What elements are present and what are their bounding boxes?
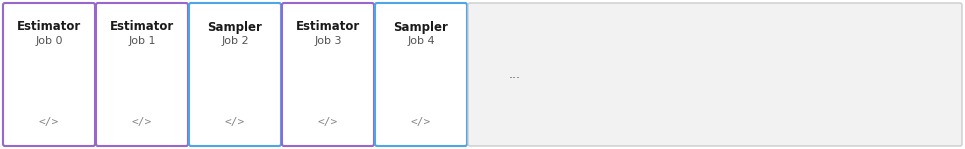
FancyBboxPatch shape bbox=[189, 3, 281, 146]
Text: ...: ... bbox=[509, 68, 521, 81]
Text: </>: </> bbox=[225, 117, 245, 127]
Text: Estimator: Estimator bbox=[296, 21, 360, 34]
Text: </>: </> bbox=[39, 117, 59, 127]
FancyBboxPatch shape bbox=[282, 3, 374, 146]
Text: Job 4: Job 4 bbox=[407, 36, 435, 46]
Text: </>: </> bbox=[132, 117, 152, 127]
Text: </>: </> bbox=[317, 117, 338, 127]
Text: Job 0: Job 0 bbox=[36, 36, 63, 46]
FancyBboxPatch shape bbox=[3, 3, 95, 146]
FancyBboxPatch shape bbox=[96, 3, 188, 146]
FancyBboxPatch shape bbox=[375, 3, 467, 146]
Text: Sampler: Sampler bbox=[207, 21, 262, 34]
Text: Estimator: Estimator bbox=[16, 21, 81, 34]
Text: Job 2: Job 2 bbox=[221, 36, 249, 46]
FancyBboxPatch shape bbox=[468, 3, 962, 146]
Text: Sampler: Sampler bbox=[394, 21, 449, 34]
Text: Job 3: Job 3 bbox=[315, 36, 342, 46]
Text: </>: </> bbox=[411, 117, 431, 127]
Text: Job 1: Job 1 bbox=[128, 36, 155, 46]
Text: Estimator: Estimator bbox=[110, 21, 174, 34]
